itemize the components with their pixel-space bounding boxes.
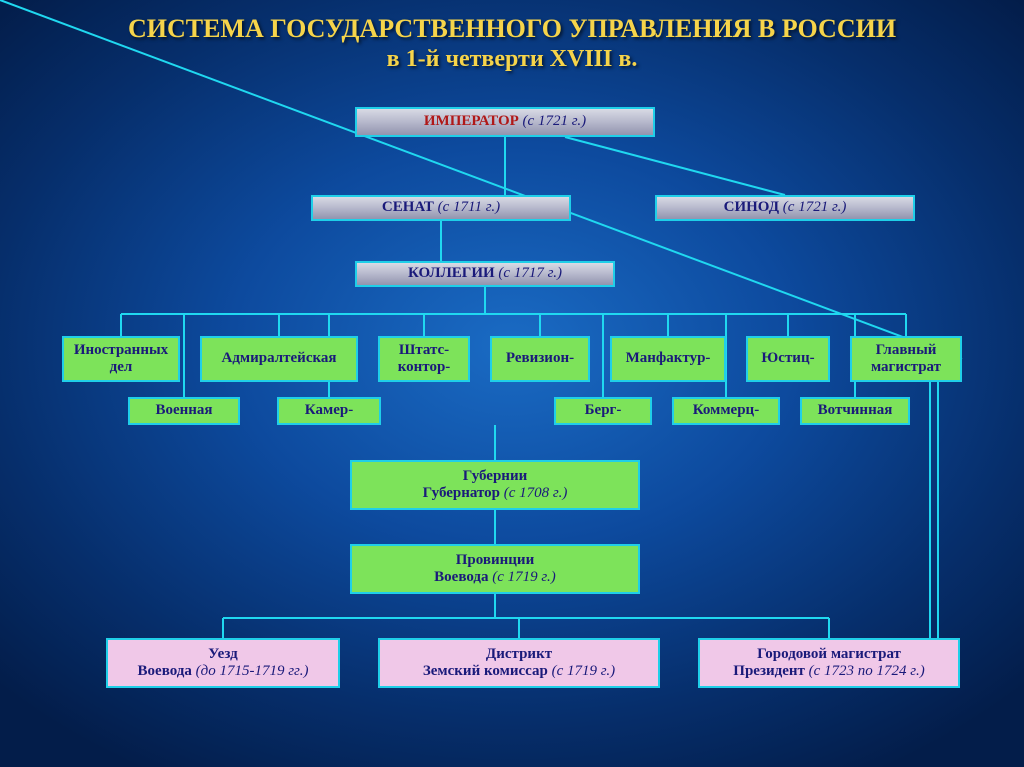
node-c_kamer: Камер- [277,397,381,425]
node-collegia: КОЛЛЕГИИ (с 1717 г.) [355,261,615,287]
node-c_reviz: Ревизион- [490,336,590,382]
node-c_justiz: Юстиц- [746,336,830,382]
node-synod: СИНОД (с 1721 г.) [655,195,915,221]
node-uezd: УездВоевода (до 1715-1719 гг.) [106,638,340,688]
title-line-1: СИСТЕМА ГОСУДАРСТВЕННОГО УПРАВЛЕНИЯ В РО… [0,14,1024,44]
node-c_military: Военная [128,397,240,425]
node-c_shtats: Штатс-контор- [378,336,470,382]
node-senate: СЕНАТ (с 1711 г.) [311,195,571,221]
node-province: ПровинцииВоевода (с 1719 г.) [350,544,640,594]
node-c_commerc: Коммерц- [672,397,780,425]
diagram-title: СИСТЕМА ГОСУДАРСТВЕННОГО УПРАВЛЕНИЯ В РО… [0,0,1024,73]
node-emperor: ИМПЕРАТОР (с 1721 г.) [355,107,655,137]
node-c_admiral: Адмиралтейская [200,336,358,382]
node-gormag: Городовой магистратПрезидент (с 1723 по … [698,638,960,688]
node-c_votch: Вотчинная [800,397,910,425]
node-c_berg: Берг- [554,397,652,425]
node-c_foreign: Иностранныхдел [62,336,180,382]
title-line-2: в 1-й четверти XVIII в. [0,46,1024,73]
node-c_manuf: Манфактур- [610,336,726,382]
node-c_magist: Главныймагистрат [850,336,962,382]
node-district: ДистриктЗемский комиссар (с 1719 г.) [378,638,660,688]
node-gubernia: ГубернииГубернатор (с 1708 г.) [350,460,640,510]
